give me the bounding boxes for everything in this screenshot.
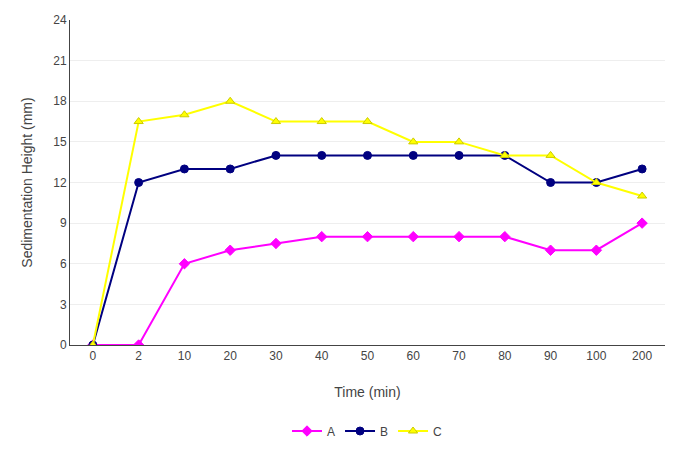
svg-text:Sedimentation Height (mm): Sedimentation Height (mm)	[19, 97, 35, 267]
svg-text:20: 20	[224, 349, 238, 363]
svg-text:6: 6	[60, 257, 67, 271]
svg-text:60: 60	[407, 349, 421, 363]
svg-text:21: 21	[53, 54, 67, 68]
svg-text:18: 18	[53, 94, 67, 108]
svg-text:A: A	[327, 425, 335, 439]
svg-text:30: 30	[269, 349, 283, 363]
svg-text:24: 24	[53, 13, 67, 27]
svg-text:10: 10	[178, 349, 192, 363]
svg-text:90: 90	[544, 349, 558, 363]
svg-text:9: 9	[60, 216, 67, 230]
svg-text:3: 3	[60, 298, 67, 312]
svg-text:70: 70	[452, 349, 466, 363]
svg-text:B: B	[380, 425, 388, 439]
svg-text:80: 80	[498, 349, 512, 363]
svg-text:C: C	[433, 425, 442, 439]
svg-text:0: 0	[90, 349, 97, 363]
svg-text:12: 12	[53, 176, 67, 190]
svg-text:40: 40	[315, 349, 329, 363]
svg-text:200: 200	[632, 349, 652, 363]
svg-text:50: 50	[361, 349, 375, 363]
svg-text:100: 100	[586, 349, 606, 363]
svg-text:0: 0	[60, 338, 67, 352]
svg-text:2: 2	[135, 349, 142, 363]
svg-text:15: 15	[53, 135, 67, 149]
svg-text:Time (min): Time (min)	[334, 384, 400, 400]
